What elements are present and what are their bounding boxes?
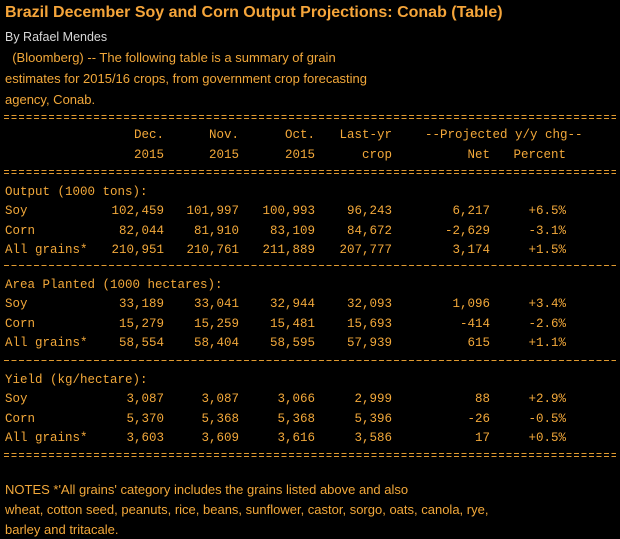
cell: 5,370 xyxy=(126,411,164,426)
cell: 211,889 xyxy=(262,242,315,257)
cell: +6.5% xyxy=(528,204,566,219)
cell: 5,368 xyxy=(201,411,239,426)
cell: 15,279 xyxy=(118,316,164,331)
row-label: Corn xyxy=(5,411,36,426)
cell: 58,404 xyxy=(193,335,239,350)
cell: 2,999 xyxy=(354,392,392,407)
note-line: NOTES *'All grains' category includes th… xyxy=(5,482,409,497)
cell: 100,993 xyxy=(262,204,315,219)
cell: +3.4% xyxy=(528,297,566,312)
row-label: All grains* xyxy=(5,335,88,350)
cell: 84,672 xyxy=(346,223,392,238)
cell: 3,087 xyxy=(201,392,239,407)
cell: -2,629 xyxy=(444,223,490,238)
cell: 102,459 xyxy=(111,204,164,219)
title: Brazil December Soy and Corn Output Proj… xyxy=(5,4,503,21)
cell: 5,368 xyxy=(277,411,315,426)
note-line: barley and tritacale. xyxy=(5,522,119,537)
cell: 3,087 xyxy=(126,392,164,407)
separator xyxy=(4,453,616,458)
column-header: Nov. xyxy=(208,128,239,142)
intro-line: agency, Conab. xyxy=(5,92,96,107)
cell: 32,093 xyxy=(346,297,392,312)
byline: By Rafael Mendes xyxy=(5,30,108,44)
cell: +2.9% xyxy=(528,392,566,407)
cell: 3,609 xyxy=(201,430,239,445)
separator xyxy=(4,170,616,175)
cell: -414 xyxy=(459,316,490,331)
cell: 33,189 xyxy=(118,297,164,312)
row-label: Soy xyxy=(5,392,28,407)
separator xyxy=(4,360,616,361)
column-header: Percent xyxy=(513,148,566,162)
cell: 3,174 xyxy=(452,242,490,257)
cell: 207,777 xyxy=(339,242,392,257)
cell: 82,044 xyxy=(118,223,164,238)
separator xyxy=(4,115,616,120)
cell: 17 xyxy=(474,430,490,445)
intro-line: estimates for 2015/16 crops, from govern… xyxy=(5,71,368,86)
cell: 210,951 xyxy=(111,242,164,257)
cell: 88 xyxy=(474,392,490,407)
column-header: 2015 xyxy=(133,148,164,162)
cell: 83,109 xyxy=(269,223,315,238)
row-label: All grains* xyxy=(5,430,88,445)
column-header: Dec. xyxy=(133,128,164,142)
column-header: 2015 xyxy=(208,148,239,162)
column-header: Oct. xyxy=(284,128,315,142)
cell: 32,944 xyxy=(269,297,315,312)
row-label: Corn xyxy=(5,223,36,238)
cell: 1,096 xyxy=(452,297,490,312)
cell: 6,217 xyxy=(452,204,490,219)
row-label: Soy xyxy=(5,297,28,312)
cell: 57,939 xyxy=(346,335,392,350)
cell: 15,259 xyxy=(193,316,239,331)
row-label: All grains* xyxy=(5,242,88,257)
cell: 3,616 xyxy=(277,430,315,445)
row-label: Corn xyxy=(5,316,36,331)
cell: 3,066 xyxy=(277,392,315,407)
cell: 615 xyxy=(467,335,490,350)
cell: -2.6% xyxy=(528,316,566,331)
cell: +1.5% xyxy=(528,242,566,257)
group-header: --Projected y/y chg-- xyxy=(425,128,583,142)
column-header: Net xyxy=(467,148,490,162)
section-title: Yield (kg/hectare): xyxy=(5,373,148,387)
cell: 210,761 xyxy=(186,242,239,257)
cell: -3.1% xyxy=(528,223,566,238)
intro-line: (Bloomberg) -- The following table is a … xyxy=(5,50,336,65)
separator xyxy=(4,265,616,266)
section-title: Output (1000 tons): xyxy=(5,185,148,199)
cell: 33,041 xyxy=(193,297,239,312)
cell: 58,554 xyxy=(118,335,164,350)
cell: 101,997 xyxy=(186,204,239,219)
cell: -26 xyxy=(467,411,490,426)
cell: 5,396 xyxy=(354,411,392,426)
cell: 96,243 xyxy=(346,204,392,219)
column-header: Last-yr xyxy=(339,128,392,142)
cell: +1.1% xyxy=(528,335,566,350)
cell: 3,586 xyxy=(354,430,392,445)
row-label: Soy xyxy=(5,204,28,219)
cell: -0.5% xyxy=(528,411,566,426)
column-header: 2015 xyxy=(284,148,315,162)
note-line: wheat, cotton seed, peanuts, rice, beans… xyxy=(5,502,489,517)
cell: +0.5% xyxy=(528,430,566,445)
cell: 15,693 xyxy=(346,316,392,331)
section-title: Area Planted (1000 hectares): xyxy=(5,278,223,292)
cell: 58,595 xyxy=(269,335,315,350)
cell: 3,603 xyxy=(126,430,164,445)
cell: 15,481 xyxy=(269,316,315,331)
column-header: crop xyxy=(361,148,392,162)
cell: 81,910 xyxy=(193,223,239,238)
